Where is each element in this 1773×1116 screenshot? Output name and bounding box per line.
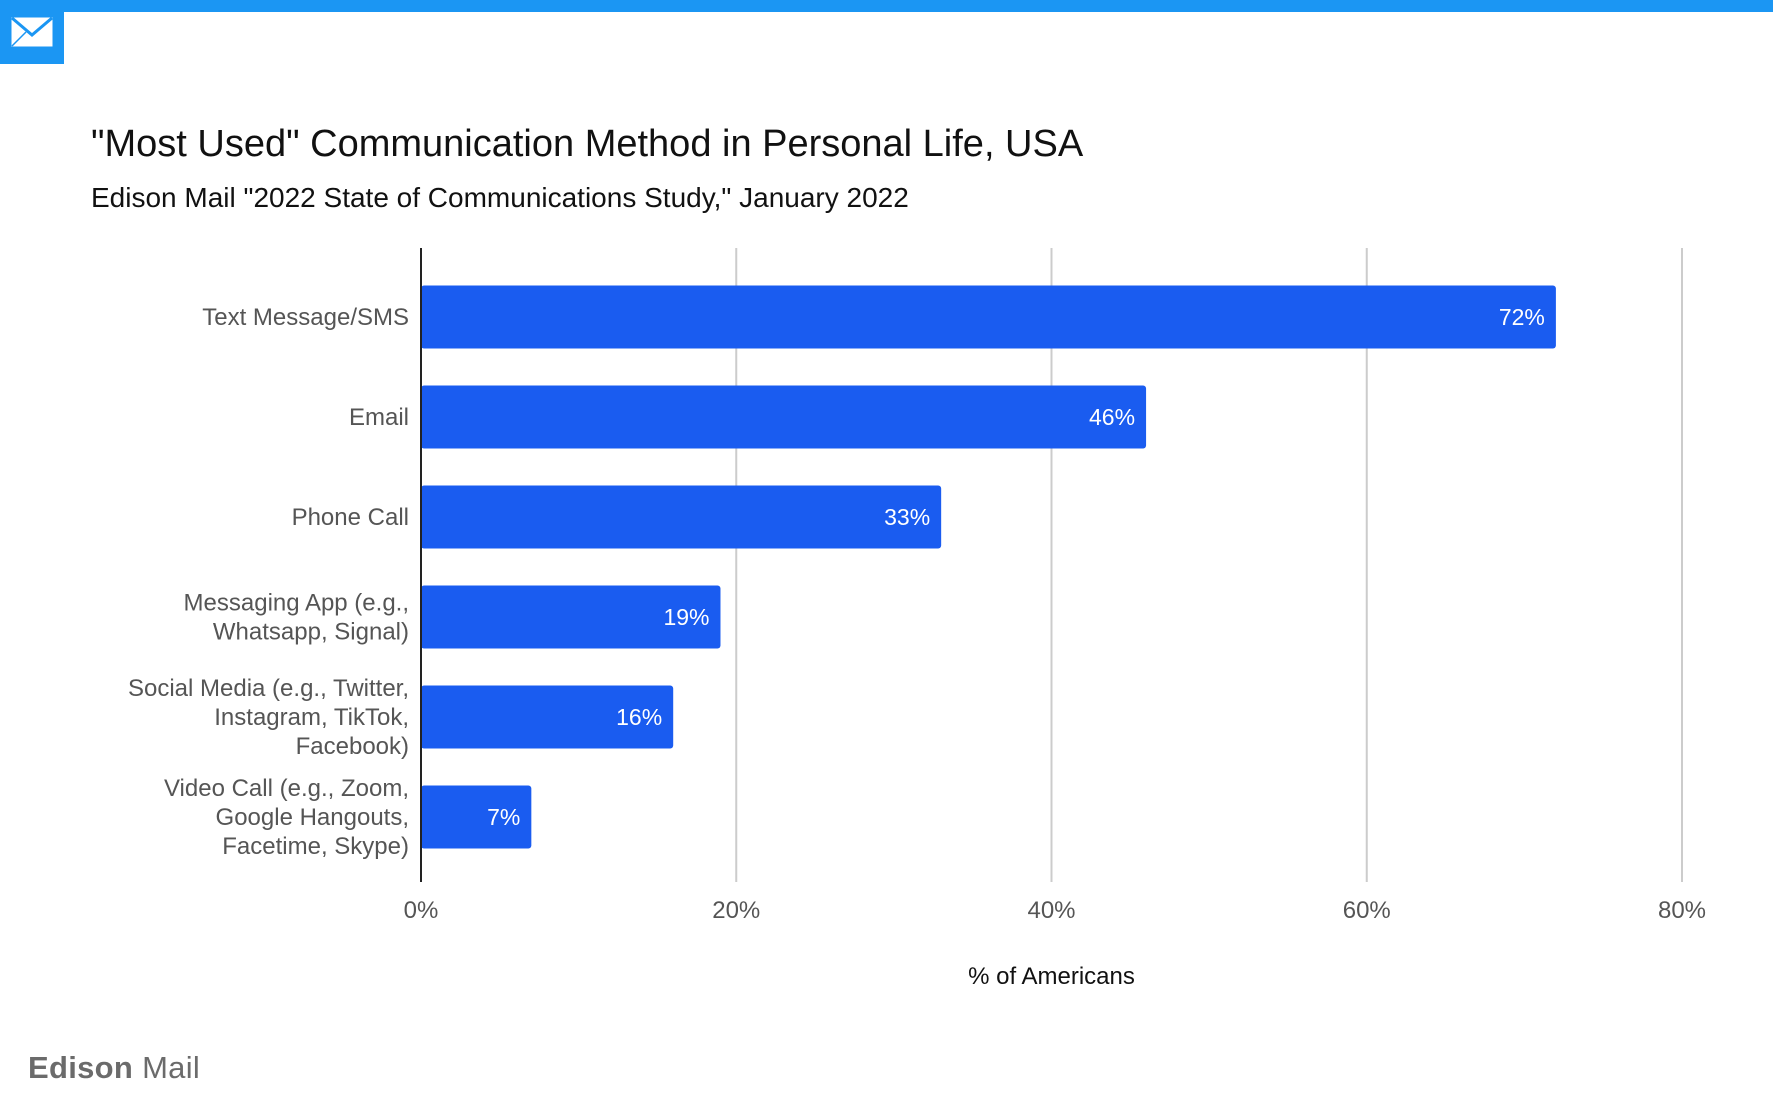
x-tick-label: 20% xyxy=(712,897,760,924)
data-label: 72% xyxy=(1499,304,1545,330)
category-label-line: Social Media (e.g., Twitter, xyxy=(128,675,409,702)
category-label: Video Call (e.g., Zoom, Google Hangouts, F… xyxy=(164,775,409,860)
logo xyxy=(0,0,64,64)
category-label-line: Google Hangouts, xyxy=(216,804,409,831)
category-label-line: Text Message/SMS xyxy=(202,304,409,331)
x-axis-title: % of Americans xyxy=(968,963,1135,990)
data-label: 46% xyxy=(1089,404,1135,430)
data-label: 7% xyxy=(487,804,520,830)
category-label-line: Phone Call xyxy=(292,504,409,531)
data-label: 19% xyxy=(663,604,709,630)
top-accent-bar xyxy=(0,0,1773,12)
category-label-line: Facebook) xyxy=(296,733,409,760)
bar xyxy=(421,785,532,849)
category-label: Messaging App (e.g., Whatsapp, Signal) xyxy=(184,590,409,646)
bar xyxy=(421,685,674,749)
brand-name-bold: Edison xyxy=(28,1050,134,1085)
brand-wordmark: Edison Mail xyxy=(28,1050,200,1086)
chart-title: "Most Used" Communication Method in Pers… xyxy=(91,123,1084,165)
x-tick-label: 40% xyxy=(1027,897,1075,924)
x-tick-label: 0% xyxy=(404,897,439,924)
category-label-line: Whatsapp, Signal) xyxy=(213,619,409,646)
chart-subtitle: Edison Mail "2022 State of Communication… xyxy=(91,182,909,213)
category-label: Phone Call xyxy=(292,504,409,531)
x-tick-label: 60% xyxy=(1343,897,1391,924)
category-label-line: Video Call (e.g., Zoom, xyxy=(164,775,409,802)
data-label: 16% xyxy=(616,704,662,730)
category-label-line: Messaging App (e.g., xyxy=(184,590,409,617)
x-tick-label: 80% xyxy=(1658,897,1706,924)
category-label: Social Media (e.g., Twitter, Instagram, T… xyxy=(128,675,409,760)
bar xyxy=(421,285,1556,349)
bar xyxy=(421,485,942,549)
envelope-icon xyxy=(11,17,53,47)
brand-name-light: Mail xyxy=(142,1050,201,1085)
bar xyxy=(421,585,721,649)
category-label-line: Email xyxy=(349,404,409,431)
category-label-line: Facetime, Skype) xyxy=(222,833,409,860)
category-label: Text Message/SMS xyxy=(202,304,409,331)
category-label-line: Instagram, TikTok, xyxy=(214,704,409,731)
data-label: 33% xyxy=(884,504,930,530)
bar xyxy=(421,385,1147,449)
category-label: Email xyxy=(349,404,409,431)
